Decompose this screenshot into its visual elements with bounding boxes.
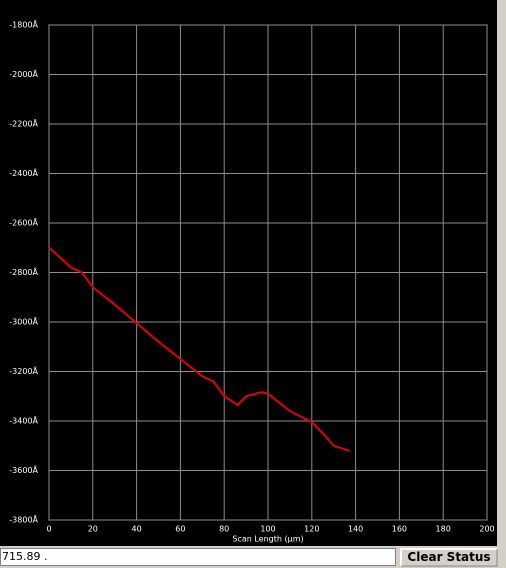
- x-tick-label: 120: [304, 525, 319, 534]
- x-tick-label: 200: [479, 525, 494, 534]
- y-tick-label: -3200Å: [9, 365, 38, 376]
- y-tick-label: -2200Å: [9, 118, 38, 129]
- x-tick-label: 20: [88, 525, 98, 534]
- x-tick-label: 0: [46, 525, 51, 534]
- x-tick-label: 80: [219, 525, 229, 534]
- y-tick-label: -3400Å: [9, 415, 38, 426]
- y-tick-label: -3600Å: [9, 464, 38, 475]
- y-tick-label: -3800Å: [9, 514, 38, 525]
- x-tick-label: 40: [132, 525, 142, 534]
- status-text: 715.89 .: [0, 548, 396, 566]
- clear-status-button[interactable]: Clear Status: [400, 548, 498, 567]
- x-tick-label: 100: [260, 525, 275, 534]
- y-tick-label: -2600Å: [9, 217, 38, 228]
- y-tick-label: -2800Å: [9, 266, 38, 277]
- x-tick-label: 140: [348, 525, 363, 534]
- x-axis-label: Scan Length (μm): [232, 535, 303, 544]
- data-line: [48, 247, 350, 452]
- x-tick-label: 180: [436, 525, 451, 534]
- y-tick-label: -2000Å: [9, 68, 38, 79]
- chart: Scan Length (μm) -1800Å -2000Å -2200Å -2400…: [0, 0, 497, 546]
- y-tick-label: -3000Å: [9, 316, 38, 327]
- x-tick-label: 60: [175, 525, 185, 534]
- y-tick-label: -1800Å: [9, 19, 38, 30]
- y-tick-label: -2400Å: [9, 167, 38, 178]
- x-tick-label: 160: [392, 525, 407, 534]
